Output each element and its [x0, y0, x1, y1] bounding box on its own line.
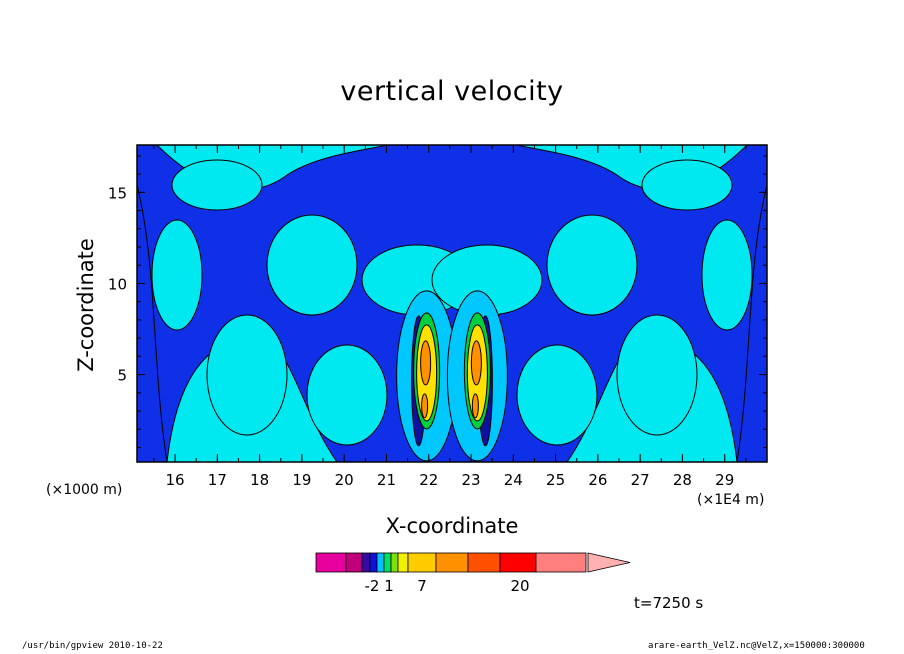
weak-updraft-blob — [266, 214, 358, 316]
colorbar-label: 20 — [510, 577, 529, 595]
contour-field — [137, 145, 767, 462]
footer-left: /usr/bin/gpview 2010-10-22 — [22, 641, 163, 651]
weak-updraft-blob — [546, 214, 638, 316]
weak-updraft-blob — [171, 159, 263, 211]
weak-updraft-blob — [616, 314, 698, 436]
x-tick-label: 23 — [461, 471, 480, 489]
colorbar-segment — [376, 552, 385, 573]
colorbar-segment — [535, 552, 587, 573]
chart-title: vertical velocity — [340, 76, 564, 107]
time-label: t=7250 s — [634, 594, 704, 612]
colorbar-label: 7 — [417, 577, 427, 595]
y-axis-label: Z-coordinate — [74, 238, 98, 372]
weak-updraft-blob — [151, 219, 203, 331]
colorbar-segment — [361, 552, 371, 573]
negative-edge-right — [736, 184, 767, 462]
weak-updraft-blob — [306, 344, 388, 446]
x-tick-label: 25 — [546, 471, 565, 489]
updraft-level-3b — [421, 393, 429, 419]
colorbar-segment — [383, 552, 392, 573]
x-tick-label: 19 — [292, 471, 311, 489]
x-tick-label: 17 — [208, 471, 227, 489]
x-tick-label: 22 — [419, 471, 438, 489]
weak-updraft-blob — [516, 344, 598, 446]
x-tick-label: 20 — [335, 471, 354, 489]
colorbar-segment — [369, 552, 378, 573]
x-tick-label: 29 — [715, 471, 734, 489]
colorbar-segment — [435, 552, 469, 573]
y-tick-label: 10 — [108, 275, 127, 293]
x-tick-label: 16 — [166, 471, 185, 489]
x-tick-label: 21 — [377, 471, 396, 489]
x-axis-label: X-coordinate — [385, 514, 519, 538]
x-tick-label: 18 — [250, 471, 269, 489]
updraft-level-3 — [420, 340, 432, 386]
x-unit-left: (×1000 m) — [46, 482, 123, 498]
colorbar-segment — [467, 552, 501, 573]
x-tick-label: 26 — [588, 471, 607, 489]
colorbar-label: -2 — [365, 577, 380, 595]
x-tick-label: 24 — [504, 471, 523, 489]
negative-edge-left — [137, 184, 168, 462]
plot-frame — [136, 144, 768, 463]
y-tick-label: 5 — [117, 367, 127, 385]
colorbar-segment — [345, 552, 363, 573]
x-tick-label: 27 — [631, 471, 650, 489]
updraft-level-3b — [471, 393, 479, 419]
y-tick-label: 15 — [108, 184, 127, 202]
updraft-level-3 — [470, 340, 482, 386]
x-tick-label: 28 — [673, 471, 692, 489]
footer-right: arare-earth_VelZ.nc@VelZ,x=150000:300000 — [648, 641, 865, 651]
weak-updraft-blob — [206, 314, 288, 436]
x-unit-right: (×1E4 m) — [697, 492, 765, 508]
colorbar-label: 1 — [384, 577, 394, 595]
colorbar-segment — [397, 552, 409, 573]
colorbar-segment — [407, 552, 437, 573]
colorbar-segment — [315, 552, 347, 573]
colorbar-segment — [499, 552, 537, 573]
colorbar-segment — [390, 552, 399, 573]
weak-updraft-blob — [701, 219, 753, 331]
colorbar-extend-arrow — [587, 552, 631, 573]
weak-updraft-blob — [641, 159, 733, 211]
